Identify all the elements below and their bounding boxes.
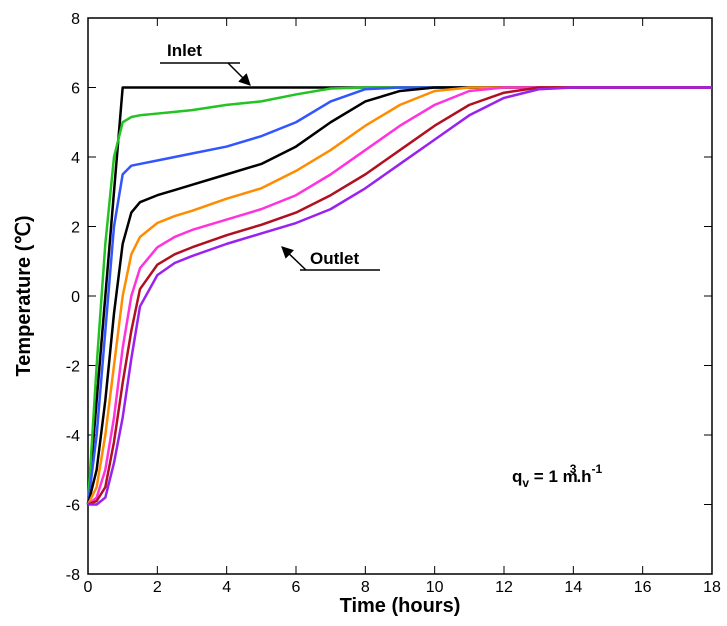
x-tick-label: 8 — [361, 579, 370, 596]
x-tick-label: 4 — [222, 579, 231, 596]
y-tick-label: 6 — [71, 81, 80, 98]
x-tick-label: 12 — [495, 579, 513, 596]
series-line — [87, 86, 712, 506]
x-tick-label: 18 — [703, 579, 721, 596]
series-line — [87, 86, 712, 506]
y-tick-label: -6 — [66, 498, 80, 515]
x-tick-label: 16 — [634, 579, 652, 596]
y-tick-label: 2 — [71, 220, 80, 237]
x-tick-label: 10 — [426, 579, 444, 596]
annotation: Inlet — [167, 41, 202, 60]
note-superscript: 3 — [570, 462, 577, 476]
annotation: Outlet — [310, 249, 359, 268]
note-part: = 1 m — [529, 467, 578, 486]
y-tick-label: -8 — [66, 567, 80, 584]
y-axis-label: Temperature (℃) — [13, 215, 35, 376]
axes: 0 2 4 6 8 10 12 14 16 18 -8 -6 -4 -2 0 2 4 6 8 — [66, 11, 721, 596]
x-tick-label: 6 — [292, 579, 301, 596]
flow-rate-note: qv = 1 m3.h-1 — [512, 462, 603, 490]
y-tick-label: 8 — [71, 11, 80, 28]
y-tick-label: -2 — [66, 359, 80, 376]
y-tick-label: -4 — [66, 428, 80, 445]
y-tick-label: 4 — [71, 150, 80, 167]
y-tick-label: 0 — [71, 289, 80, 306]
series-line — [88, 86, 712, 506]
series — [86, 86, 712, 506]
plot-frame — [87, 17, 713, 575]
note-part: .h — [576, 467, 591, 486]
note-superscript: -1 — [592, 462, 603, 476]
note-subscript: v — [522, 476, 529, 490]
x-tick-label: 0 — [84, 579, 93, 596]
x-axis-label: Time (hours) — [340, 595, 461, 617]
annotation-arrow — [227, 62, 251, 86]
note-part: q — [512, 467, 522, 486]
annotation-arrow — [281, 246, 307, 271]
x-tick-label: 14 — [564, 579, 582, 596]
x-tick-label: 2 — [153, 579, 162, 596]
